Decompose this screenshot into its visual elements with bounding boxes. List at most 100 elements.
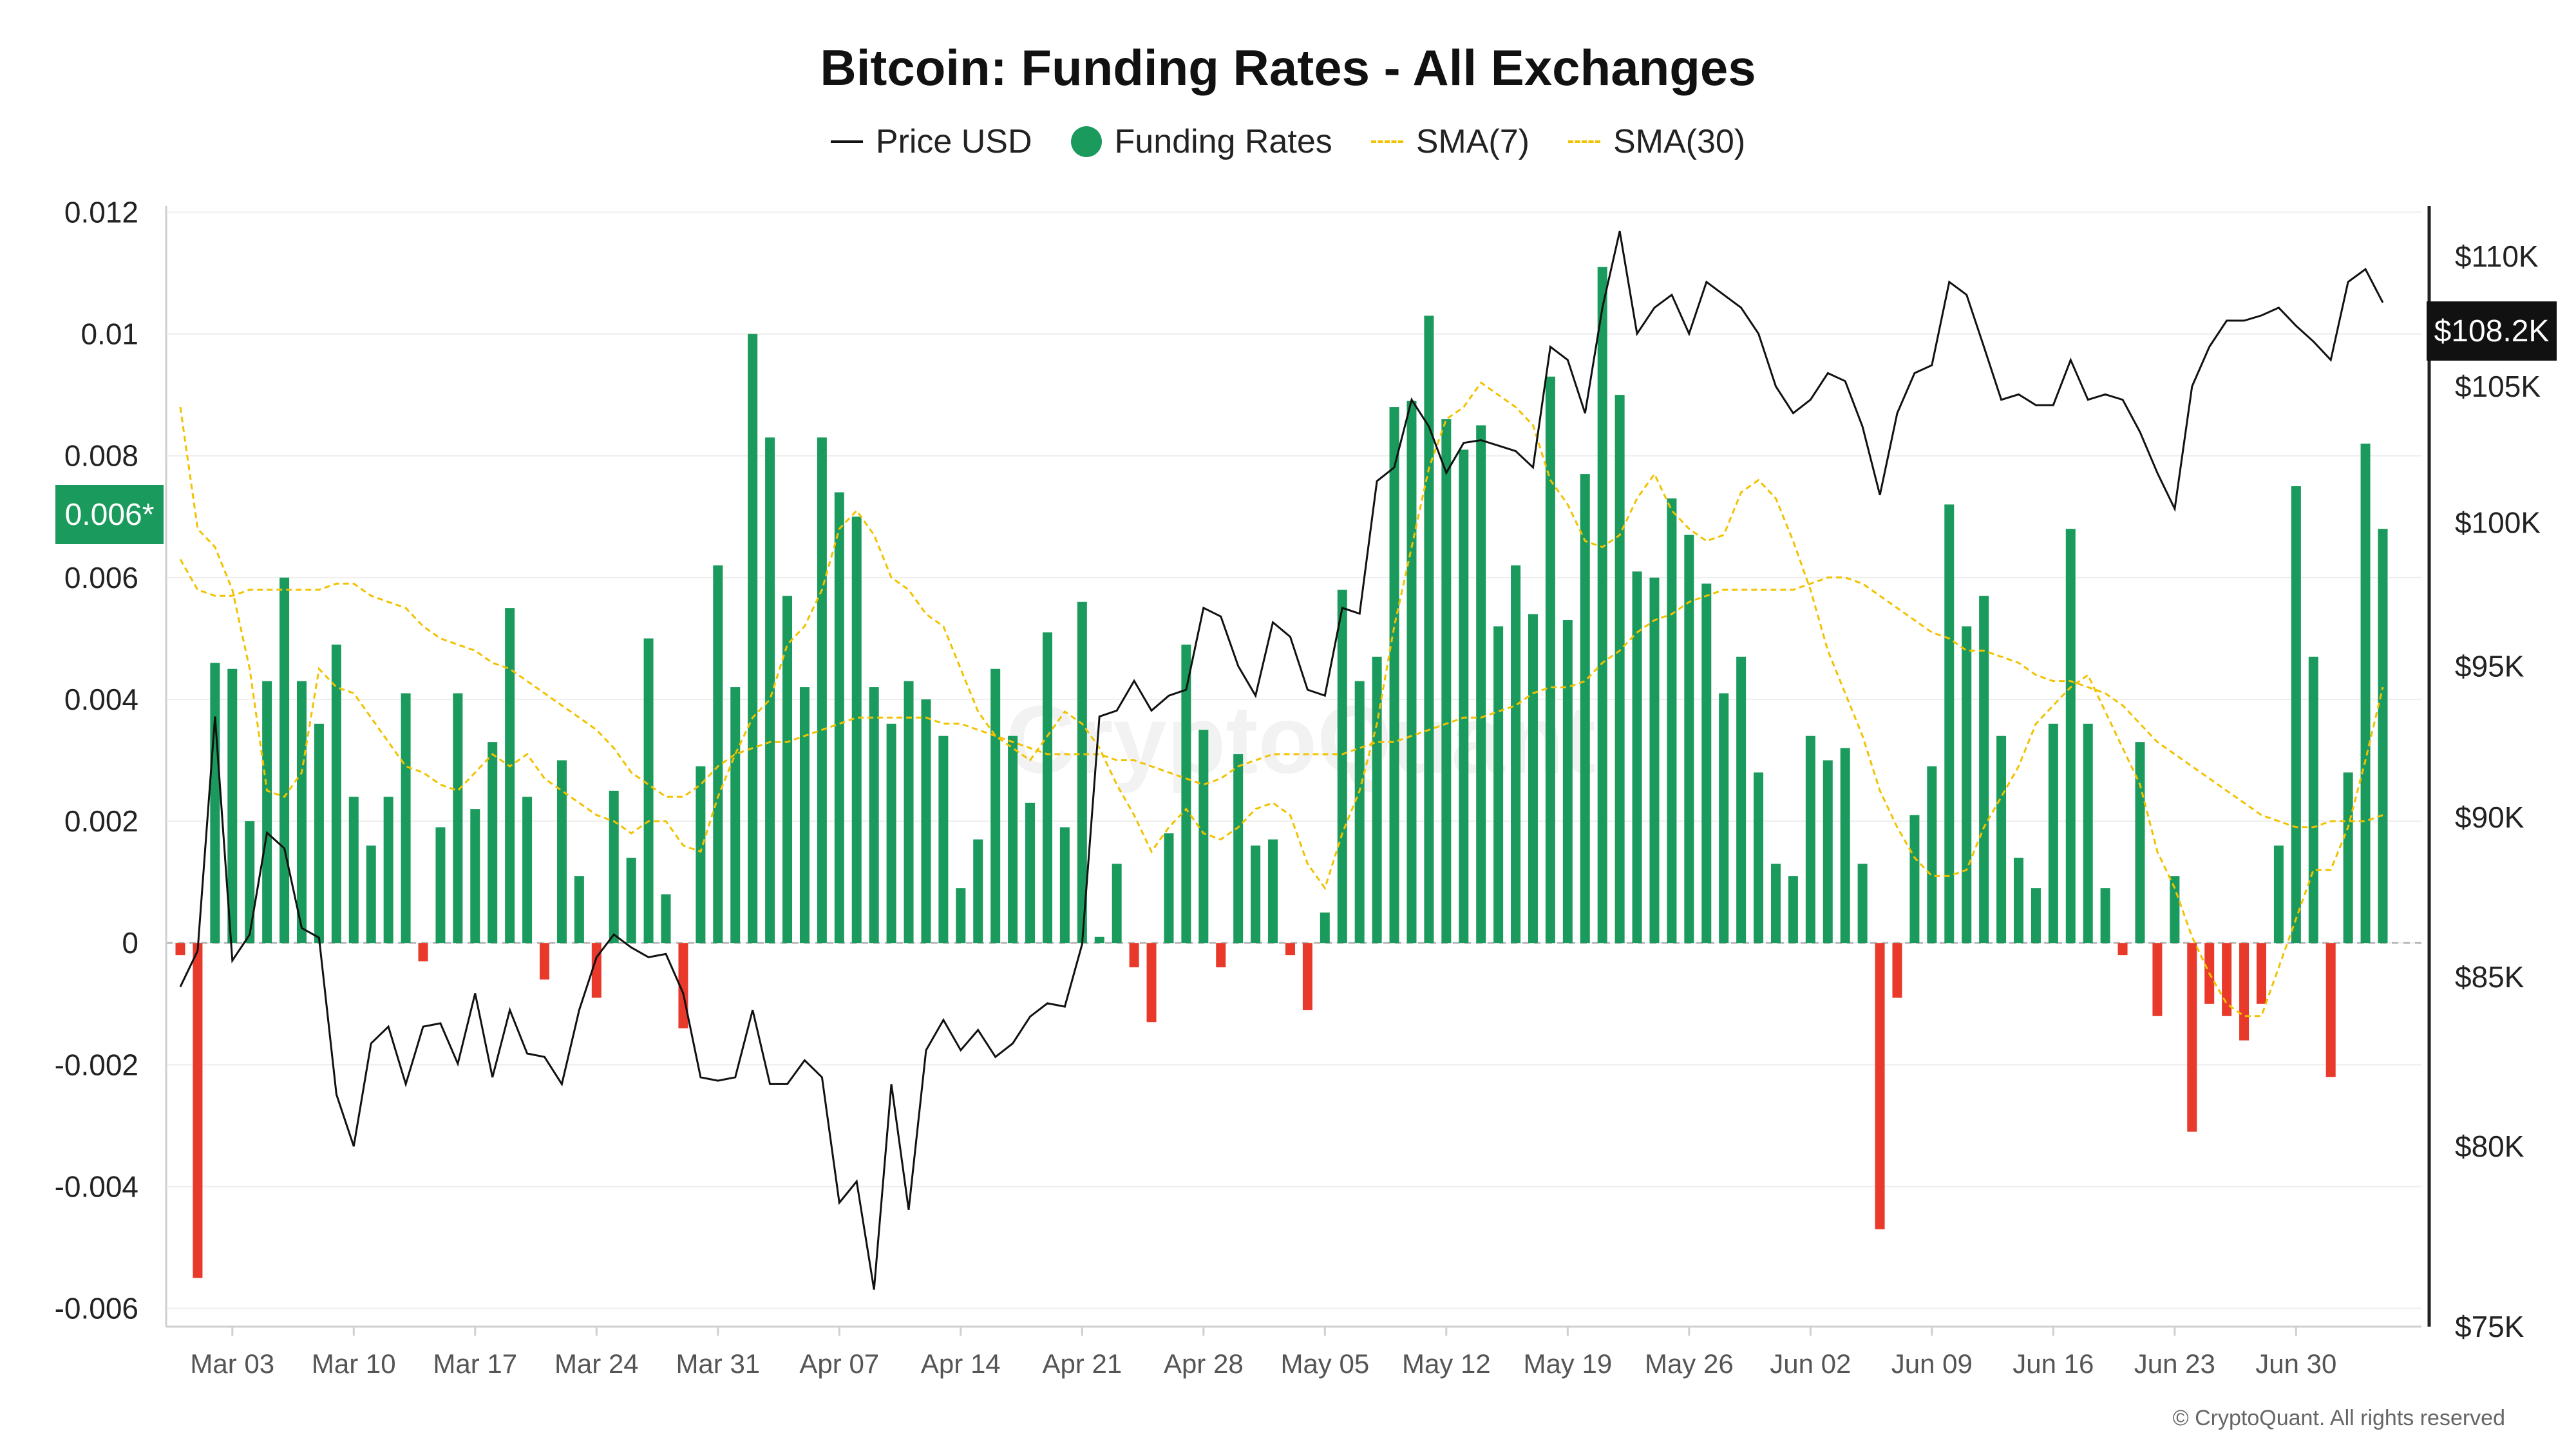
funding-rate-bar[interactable] <box>1008 735 1018 943</box>
funding-rate-bar[interactable] <box>609 790 619 943</box>
funding-rate-bar[interactable] <box>1302 943 1312 1010</box>
funding-rate-bar[interactable] <box>921 699 931 943</box>
funding-rate-bar[interactable] <box>453 693 463 943</box>
funding-rate-bar[interactable] <box>1424 316 1434 943</box>
funding-rate-bar[interactable] <box>2343 772 2353 943</box>
funding-rate-bar[interactable] <box>748 334 758 943</box>
sma7-line[interactable] <box>179 381 2384 1018</box>
funding-rate-bar[interactable] <box>1198 730 1209 943</box>
funding-rate-bar[interactable] <box>2187 943 2197 1132</box>
funding-rate-bar[interactable] <box>1996 735 2007 943</box>
funding-rate-bar[interactable] <box>2013 857 2023 943</box>
funding-rate-bar[interactable] <box>1528 614 1538 943</box>
funding-rate-bar[interactable] <box>1545 376 1555 943</box>
funding-rate-bar[interactable] <box>1112 864 1122 943</box>
funding-rate-bar[interactable] <box>1632 571 1642 943</box>
funding-rate-bar[interactable] <box>1667 498 1677 943</box>
funding-rate-bar[interactable] <box>175 943 185 956</box>
funding-rate-bar[interactable] <box>1181 644 1191 943</box>
funding-rate-bar[interactable] <box>1805 735 1815 943</box>
funding-rate-bar[interactable] <box>1459 450 1469 943</box>
funding-rate-bar[interactable] <box>383 797 393 943</box>
funding-rate-bar[interactable] <box>696 766 706 943</box>
funding-rate-bar[interactable] <box>1909 815 1920 943</box>
funding-rate-bar[interactable] <box>1441 419 1452 943</box>
funding-rate-bar[interactable] <box>505 608 515 943</box>
funding-rate-bar[interactable] <box>1094 936 1104 943</box>
funding-rate-bar[interactable] <box>1511 565 1521 943</box>
funding-rate-bar[interactable] <box>1649 577 1660 943</box>
funding-rate-bar[interactable] <box>1875 943 1885 1229</box>
funding-rate-bar[interactable] <box>817 437 827 943</box>
funding-rate-bar[interactable] <box>2083 723 2093 943</box>
funding-rate-bar[interactable] <box>574 876 584 943</box>
funding-rate-bar[interactable] <box>1251 845 1261 943</box>
funding-rate-bar[interactable] <box>2065 529 2076 943</box>
funding-rate-bar[interactable] <box>1944 504 1955 943</box>
funding-rate-bar[interactable] <box>1701 583 1712 943</box>
funding-rate-bar[interactable] <box>886 723 896 943</box>
funding-rate-bar[interactable] <box>1320 912 1330 943</box>
funding-rate-bar[interactable] <box>1857 864 1868 943</box>
funding-rate-bar[interactable] <box>1736 656 1747 943</box>
funding-rate-bar[interactable] <box>1389 407 1399 943</box>
funding-rate-bar[interactable] <box>366 845 376 943</box>
price-usd-line[interactable] <box>179 231 2384 1290</box>
funding-rate-bar[interactable] <box>1372 656 1382 943</box>
legend-item-sma7[interactable]: SMA(7) <box>1370 122 1530 161</box>
funding-rate-bar[interactable] <box>556 760 567 943</box>
funding-rate-bar[interactable] <box>973 839 983 943</box>
funding-rate-bar[interactable] <box>1164 833 1174 943</box>
funding-rate-bar[interactable] <box>1077 601 1087 943</box>
funding-rate-bar[interactable] <box>435 827 446 943</box>
funding-rate-bar[interactable] <box>1476 425 1486 943</box>
funding-rate-bar[interactable] <box>227 668 238 943</box>
funding-rate-bar[interactable] <box>1927 766 1937 943</box>
funding-rate-bar[interactable] <box>418 943 428 961</box>
funding-rate-bar[interactable] <box>765 437 775 943</box>
funding-rate-bar[interactable] <box>210 663 220 943</box>
funding-rate-bar[interactable] <box>2325 943 2336 1077</box>
funding-rate-bar[interactable] <box>591 943 601 998</box>
funding-rate-bar[interactable] <box>2256 943 2266 1004</box>
funding-rate-bar[interactable] <box>2152 943 2163 1016</box>
funding-rate-bar[interactable] <box>834 492 844 943</box>
funding-rate-bar[interactable] <box>1042 632 1052 943</box>
legend-item-funding[interactable]: Funding Rates <box>1070 122 1332 161</box>
funding-rate-bar[interactable] <box>2291 486 2301 943</box>
funding-rate-bar[interactable] <box>1562 620 1573 943</box>
funding-rate-bar[interactable] <box>470 809 480 943</box>
funding-rate-bar[interactable] <box>1823 760 1833 943</box>
funding-rate-bar[interactable] <box>1354 681 1365 943</box>
funding-rate-bar[interactable] <box>1892 943 1902 998</box>
funding-rate-bar[interactable] <box>1770 864 1781 943</box>
funding-rate-bar[interactable] <box>1979 596 1989 943</box>
funding-rate-bar[interactable] <box>1597 267 1607 943</box>
funding-rate-bar[interactable] <box>1615 395 1625 943</box>
funding-rate-bar[interactable] <box>1754 772 1764 943</box>
funding-rate-bar[interactable] <box>730 687 741 943</box>
funding-rate-bar[interactable] <box>1684 535 1694 943</box>
funding-rate-bar[interactable] <box>799 687 810 943</box>
funding-rate-bar[interactable] <box>851 516 862 943</box>
funding-rate-bar[interactable] <box>1493 626 1504 943</box>
funding-rate-bar[interactable] <box>1337 589 1347 943</box>
funding-rate-bar[interactable] <box>1129 943 1139 968</box>
funding-rate-bar[interactable] <box>1580 474 1590 943</box>
funding-rate-bar[interactable] <box>626 857 636 943</box>
funding-rate-bar[interactable] <box>2308 656 2318 943</box>
funding-rate-bar[interactable] <box>904 681 914 943</box>
funding-rate-bar[interactable] <box>1233 754 1244 943</box>
funding-rate-bar[interactable] <box>2239 943 2249 1041</box>
legend-item-price[interactable]: Price USD <box>830 122 1032 161</box>
funding-rate-bar[interactable] <box>314 723 324 943</box>
funding-rate-bar[interactable] <box>348 797 359 943</box>
funding-rate-bar[interactable] <box>2360 443 2371 943</box>
funding-rate-bar[interactable] <box>262 681 272 943</box>
funding-rate-bar[interactable] <box>540 943 550 980</box>
funding-rate-bar[interactable] <box>1285 943 1295 956</box>
funding-rate-bar[interactable] <box>1059 827 1070 943</box>
funding-rate-bar[interactable] <box>1146 943 1157 1023</box>
funding-rate-bar[interactable] <box>1268 839 1278 943</box>
